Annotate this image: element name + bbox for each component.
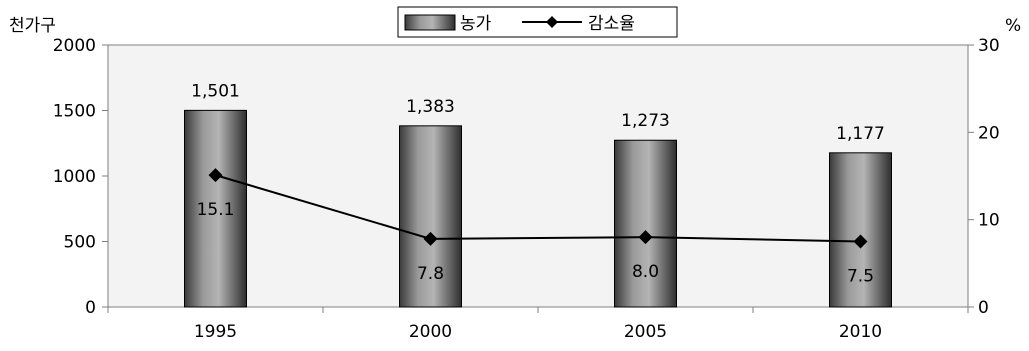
line-point: [853, 234, 868, 249]
right-tick-label: 0: [978, 298, 989, 318]
left-tick-label: 500: [64, 233, 96, 253]
right-tick-label: 30: [978, 36, 1000, 56]
rate-line: [215, 174, 861, 243]
line-data-label: 15.1: [197, 200, 235, 220]
legend: 농가 감소율: [397, 6, 678, 38]
right-axis-unit: %: [1005, 16, 1021, 36]
line-data-label: 7.5: [847, 267, 874, 287]
line-point: [638, 230, 653, 245]
bar-data-label: 1,501: [191, 81, 240, 101]
bar: [399, 125, 462, 308]
left-tick-label: 0: [85, 298, 96, 318]
right-axis: 0 10 20 30: [968, 36, 1000, 318]
line-point: [208, 168, 223, 183]
line-data-labels: 15.1 7.8 8.0 7.5: [197, 200, 874, 286]
bar-data-labels: 1,501 1,383 1,273 1,177: [191, 81, 885, 143]
left-tick-label: 1000: [53, 167, 96, 187]
right-tick-label: 10: [978, 211, 1000, 231]
x-axis: 1995 2000 2005 2010: [107, 307, 969, 342]
left-axis: 0 500 1000 1500 2000: [53, 36, 108, 318]
right-tick-label: 20: [978, 123, 1000, 143]
left-tick-label: 2000: [53, 36, 96, 56]
bar-data-label: 1,273: [621, 111, 670, 131]
line-point: [423, 231, 438, 246]
x-tick-label: 1995: [194, 322, 237, 342]
x-tick-label: 2000: [409, 322, 452, 342]
legend-line-marker: [546, 16, 558, 28]
x-tick-label: 2010: [839, 322, 882, 342]
bar-data-label: 1,383: [406, 97, 455, 117]
left-axis-unit: 천가구: [9, 16, 56, 36]
line-data-label: 8.0: [632, 262, 659, 282]
line-data-label: 7.8: [417, 264, 444, 284]
bar-series: [184, 109, 892, 308]
bar: [184, 109, 247, 308]
bar-data-label: 1,177: [836, 124, 885, 144]
bar: [829, 152, 892, 308]
bar: [614, 139, 677, 308]
x-tick-label: 2005: [624, 322, 667, 342]
plot-area: [107, 44, 969, 308]
left-tick-label: 1500: [53, 102, 96, 122]
legend-bar-label: 농가: [460, 14, 492, 34]
line-series: [208, 168, 868, 249]
legend-bar-swatch: [404, 14, 456, 31]
legend-line-label: 감소율: [588, 14, 635, 34]
